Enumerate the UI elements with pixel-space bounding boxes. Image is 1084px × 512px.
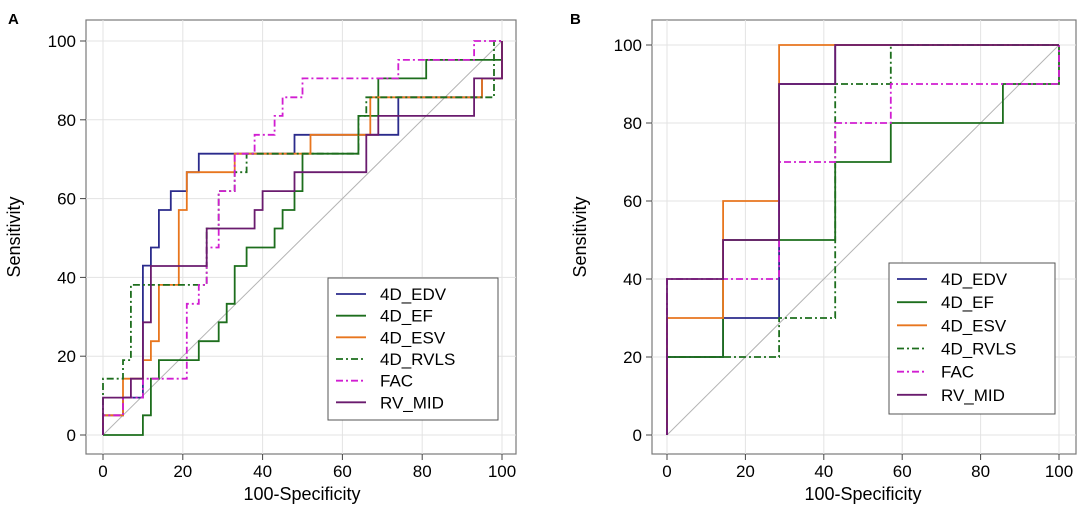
legend: 4D_EDV 4D_EF 4D_ESV 4D_RVLS FAC RV_MID	[327, 277, 499, 421]
x-tick-label: 80	[413, 462, 432, 481]
y-tick-label: 80	[623, 114, 642, 133]
chart-panel-B: 0 20 40 60 80 100 0 20 40 60 80 100 100-Specificity S…	[570, 11, 1077, 504]
y-tick-label: 0	[67, 426, 76, 445]
legend-label: RV_MID	[941, 386, 1005, 405]
series-line-FAC	[666, 45, 1060, 435]
legend-label: FAC	[941, 363, 974, 382]
legend-label: 4D_RVLS	[941, 340, 1016, 359]
x-tick-label: 40	[253, 462, 272, 481]
legend-label: 4D_EF	[380, 307, 433, 326]
series-line-4D_RVLS	[666, 44, 1059, 435]
y-tick-label: 100	[48, 32, 76, 51]
y-tick-label: 60	[57, 190, 76, 209]
series-line-4D_EF	[103, 41, 503, 436]
legend-label: 4D_EDV	[941, 270, 1008, 289]
x-tick-label: 0	[662, 462, 671, 481]
y-tick-label: 20	[623, 348, 642, 367]
legend-label: 4D_ESV	[941, 316, 1007, 335]
x-axis-label: 100-Specificity	[243, 484, 360, 504]
y-tick-label: 100	[614, 36, 642, 55]
x-tick-label: 100	[1045, 462, 1073, 481]
y-tick-label: 20	[57, 347, 76, 366]
x-tick-label: 40	[814, 462, 833, 481]
y-tick-label: 40	[57, 268, 76, 287]
legend-label: 4D_EDV	[380, 285, 447, 304]
y-tick-label: 60	[623, 192, 642, 211]
legend-box	[327, 277, 499, 421]
reference-diagonal	[102, 40, 503, 436]
x-tick-label: 0	[98, 462, 107, 481]
x-axis-label: 100-Specificity	[804, 484, 921, 504]
x-tick-label: 80	[971, 462, 990, 481]
y-axis-label: Sensitivity	[570, 196, 590, 277]
legend-label: 4D_EF	[941, 293, 994, 312]
x-tick-label: 100	[488, 462, 516, 481]
x-tick-label: 20	[736, 462, 755, 481]
legend-box	[888, 262, 1056, 415]
x-tick-label: 60	[333, 462, 352, 481]
legend-label: RV_MID	[380, 393, 444, 412]
reference-diagonal	[666, 44, 1060, 436]
y-axis-label: Sensitivity	[4, 196, 24, 277]
series-line-RV_MID	[102, 41, 503, 435]
y-tick-label: 80	[57, 111, 76, 130]
panel-label: B	[570, 11, 581, 28]
legend-label: 4D_RVLS	[380, 350, 455, 369]
y-tick-label: 40	[623, 270, 642, 289]
x-tick-label: 20	[173, 462, 192, 481]
legend: 4D_EDV 4D_EF 4D_ESV 4D_RVLS FAC RV_MID	[888, 262, 1056, 415]
legend-label: FAC	[380, 372, 413, 391]
legend-label: 4D_ESV	[380, 328, 446, 347]
chart-panel-A: 0 20 40 60 80 100 0 20 40 60 80 100 100-Specificity S…	[4, 11, 517, 504]
panel-label: A	[8, 11, 19, 28]
y-tick-label: 0	[633, 426, 642, 445]
series-line-RV_MID	[666, 44, 1059, 435]
x-tick-label: 60	[893, 462, 912, 481]
